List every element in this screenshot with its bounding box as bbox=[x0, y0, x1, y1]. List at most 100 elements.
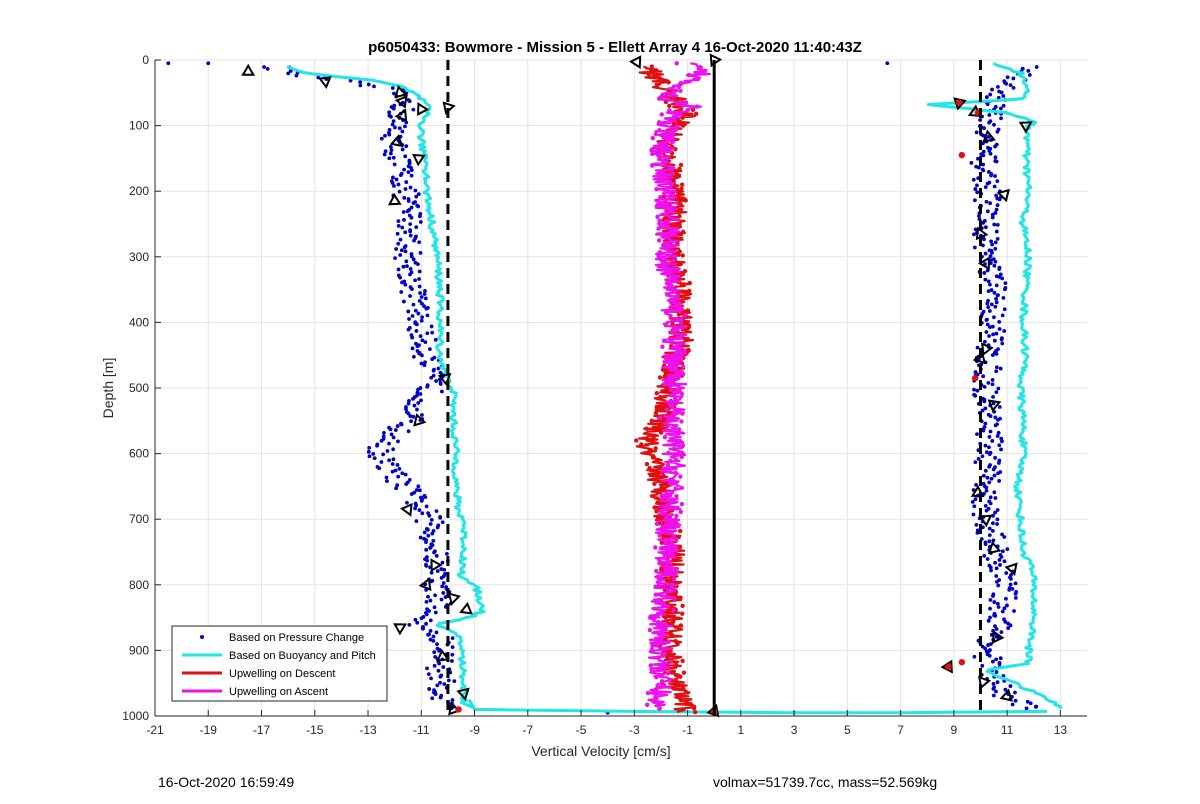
series-dot bbox=[658, 222, 663, 227]
pressure-point bbox=[1003, 281, 1008, 286]
pressure-point bbox=[1013, 581, 1018, 586]
pressure-point bbox=[1004, 81, 1009, 86]
pressure-point bbox=[1002, 329, 1007, 333]
series-dot bbox=[657, 560, 662, 566]
pressure-point bbox=[970, 500, 975, 504]
series-line bbox=[926, 61, 1063, 710]
series-dot bbox=[654, 84, 659, 89]
pressure-point bbox=[450, 659, 454, 663]
pressure-point bbox=[996, 583, 1001, 588]
pressure-point bbox=[988, 501, 993, 506]
pressure-point bbox=[984, 450, 989, 455]
pressure-point bbox=[988, 414, 993, 419]
pressure-point bbox=[988, 495, 993, 500]
pressure-point bbox=[417, 488, 422, 493]
pressure-point bbox=[984, 318, 989, 322]
pressure-point bbox=[395, 231, 400, 236]
series-dot bbox=[660, 525, 665, 530]
pressure-point bbox=[996, 605, 1001, 609]
series-dot bbox=[682, 269, 688, 274]
pressure-point bbox=[412, 238, 416, 243]
series-dot bbox=[680, 611, 685, 616]
pressure-point bbox=[423, 289, 427, 293]
pressure-point bbox=[424, 504, 429, 509]
pressure-point bbox=[424, 563, 429, 568]
pressure-point bbox=[986, 305, 991, 310]
pressure-point bbox=[991, 467, 996, 472]
pressure-point bbox=[885, 61, 890, 66]
marker-triangle bbox=[459, 601, 473, 615]
pressure-point bbox=[418, 220, 423, 224]
pressure-point bbox=[398, 253, 403, 257]
red-marker bbox=[971, 374, 979, 382]
pressure-point bbox=[393, 125, 397, 130]
pressure-point bbox=[415, 344, 420, 349]
pressure-point bbox=[286, 71, 291, 76]
series-dot bbox=[650, 643, 655, 649]
series-dot bbox=[678, 623, 684, 628]
pressure-point bbox=[983, 542, 988, 546]
pressure-point bbox=[403, 154, 408, 159]
pressure-point bbox=[429, 518, 434, 522]
pressure-point bbox=[434, 379, 438, 383]
series-dot bbox=[657, 415, 663, 420]
series-dot bbox=[679, 186, 684, 191]
series-dot bbox=[694, 111, 699, 116]
x-tick-label: 3 bbox=[791, 723, 798, 737]
pressure-point bbox=[403, 230, 408, 235]
marker-triangle bbox=[1018, 121, 1033, 134]
series-dot bbox=[676, 375, 681, 381]
pressure-point bbox=[428, 522, 433, 526]
series-dot bbox=[685, 308, 691, 313]
pressure-point bbox=[987, 452, 992, 457]
pressure-point bbox=[407, 398, 411, 403]
pressure-point bbox=[407, 622, 412, 627]
pressure-point bbox=[433, 337, 438, 342]
pressure-point bbox=[987, 309, 992, 313]
pressure-point bbox=[413, 506, 417, 511]
pressure-point bbox=[428, 628, 433, 633]
series-dot bbox=[662, 159, 667, 164]
marker-triangle bbox=[991, 630, 1005, 644]
pressure-point bbox=[417, 299, 422, 303]
legend-label: Upwelling on Descent bbox=[229, 668, 335, 680]
series-dot bbox=[649, 147, 654, 153]
series-dot bbox=[683, 312, 688, 318]
pressure-point bbox=[426, 594, 430, 599]
series-dot bbox=[654, 187, 659, 192]
pressure-point bbox=[982, 553, 987, 558]
marker-triangle bbox=[394, 95, 408, 109]
pressure-point bbox=[996, 471, 1000, 476]
pressure-point bbox=[999, 116, 1003, 121]
pressure-point bbox=[983, 277, 988, 282]
pressure-point bbox=[983, 503, 988, 508]
series-dot bbox=[653, 592, 658, 597]
pressure-point bbox=[992, 338, 997, 343]
marker-triangle bbox=[413, 413, 427, 427]
pressure-point bbox=[983, 468, 988, 473]
pressure-point bbox=[417, 284, 422, 289]
pressure-point bbox=[972, 387, 976, 392]
pressure-point bbox=[418, 334, 423, 339]
x-tick-label: -19 bbox=[200, 723, 218, 737]
series-dot bbox=[662, 553, 667, 558]
marker-triangle bbox=[447, 592, 461, 606]
legend: Based on Pressure Change Based on Buoyanc… bbox=[171, 625, 388, 702]
pressure-point bbox=[431, 538, 436, 543]
pressure-point bbox=[1002, 535, 1007, 539]
series-dot bbox=[686, 324, 692, 329]
pressure-point bbox=[1004, 596, 1008, 601]
x-axis-label: Vertical Velocity [cm/s] bbox=[531, 743, 670, 759]
pressure-point bbox=[413, 188, 418, 193]
pressure-point bbox=[983, 406, 988, 411]
pressure-point bbox=[432, 663, 437, 668]
pressure-point bbox=[433, 593, 438, 598]
pressure-point bbox=[426, 632, 431, 637]
pressure-point bbox=[382, 152, 387, 157]
series-dot bbox=[644, 461, 650, 467]
pressure-point bbox=[995, 522, 999, 526]
series-dot bbox=[671, 328, 676, 334]
series-dot bbox=[677, 166, 682, 172]
pressure-point bbox=[411, 396, 415, 401]
pressure-point bbox=[998, 563, 1002, 567]
